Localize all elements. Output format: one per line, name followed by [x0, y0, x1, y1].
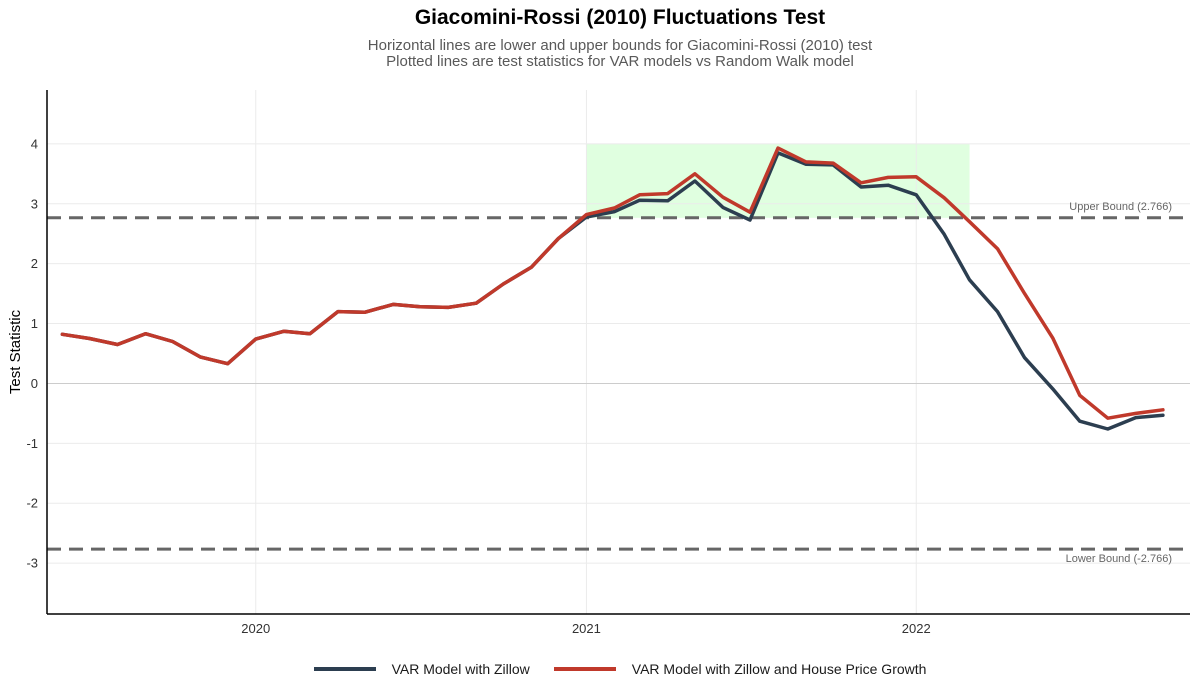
y-tick-label: -1 — [26, 436, 38, 451]
chart-subtitle-line-1: Horizontal lines are lower and upper bou… — [367, 37, 873, 54]
legend-swatch-var-zillow-hpg — [553, 667, 616, 671]
legend-item-var-zillow-hpg: VAR Model with Zillow and House Price Gr… — [553, 661, 927, 677]
legend-label-var-zillow-hpg: VAR Model with Zillow and House Price Gr… — [631, 661, 927, 677]
x-tick-label: 2021 — [572, 621, 601, 636]
bound-label-1: Lower Bound (-2.766) — [1066, 553, 1172, 565]
x-tick-label: 2020 — [241, 621, 270, 636]
legend-item-var-zillow: VAR Model with Zillow — [313, 661, 530, 677]
chart-legend: VAR Model with Zillow VAR Model with Zil… — [0, 661, 1200, 677]
y-tick-label: 1 — [31, 316, 38, 331]
y-tick-label: -3 — [26, 556, 38, 571]
y-axis-title: Test Statistic — [7, 309, 24, 394]
series-line-var-zillow-hpg — [60, 146, 1165, 420]
chart-title: Giacomini-Rossi (2010) Fluctuations Test — [414, 6, 826, 29]
y-tick-label: -2 — [26, 496, 38, 511]
y-tick-label: 2 — [31, 256, 38, 271]
y-tick-label: 4 — [31, 136, 38, 151]
chart-subtitle-line-2: Plotted lines are test statistics for VA… — [386, 53, 854, 70]
chart-plot: Upper Bound (2.766) Lower Bound (-2.766) -… — [7, 90, 1190, 636]
y-tick-label: 0 — [31, 376, 38, 391]
y-tick-label: 3 — [31, 196, 38, 211]
x-tick-label: 2022 — [902, 621, 931, 636]
legend-label-var-zillow: VAR Model with Zillow — [391, 661, 530, 677]
legend-swatch-var-zillow — [313, 667, 376, 671]
bound-label-0: Upper Bound (2.766) — [1069, 201, 1172, 213]
